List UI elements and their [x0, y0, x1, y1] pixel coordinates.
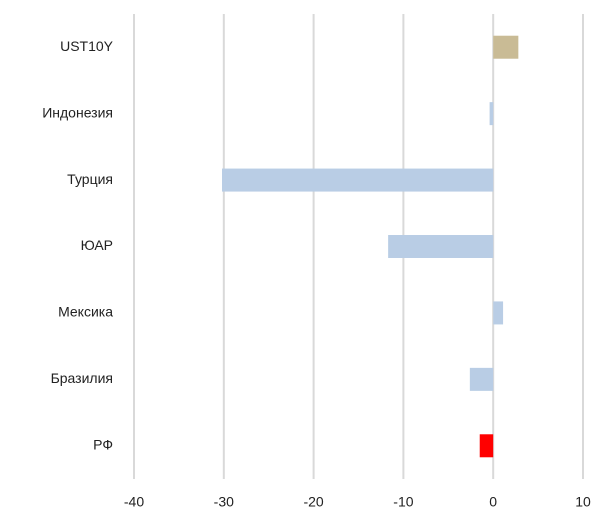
x-tick-label: -30 — [214, 494, 234, 510]
x-tick-label: 10 — [575, 494, 591, 510]
x-tick-label: -10 — [393, 494, 413, 510]
bar — [222, 168, 494, 192]
bar — [489, 102, 494, 126]
bar — [493, 35, 519, 59]
y-tick-label: Мексика — [58, 304, 113, 320]
x-tick-label: -20 — [303, 494, 323, 510]
y-tick-label: Индонезия — [42, 104, 113, 120]
x-tick-label: 0 — [489, 494, 497, 510]
y-tick-label: ЮАР — [81, 237, 113, 253]
bar — [493, 301, 504, 325]
y-tick-label: РФ — [93, 436, 113, 452]
y-tick-label: UST10Y — [60, 38, 114, 54]
bar — [479, 434, 494, 458]
y-tick-label: Бразилия — [51, 370, 113, 386]
bar — [469, 367, 494, 391]
bar — [388, 235, 494, 258]
x-tick-label: -40 — [124, 494, 144, 510]
y-tick-label: Турция — [67, 171, 113, 187]
